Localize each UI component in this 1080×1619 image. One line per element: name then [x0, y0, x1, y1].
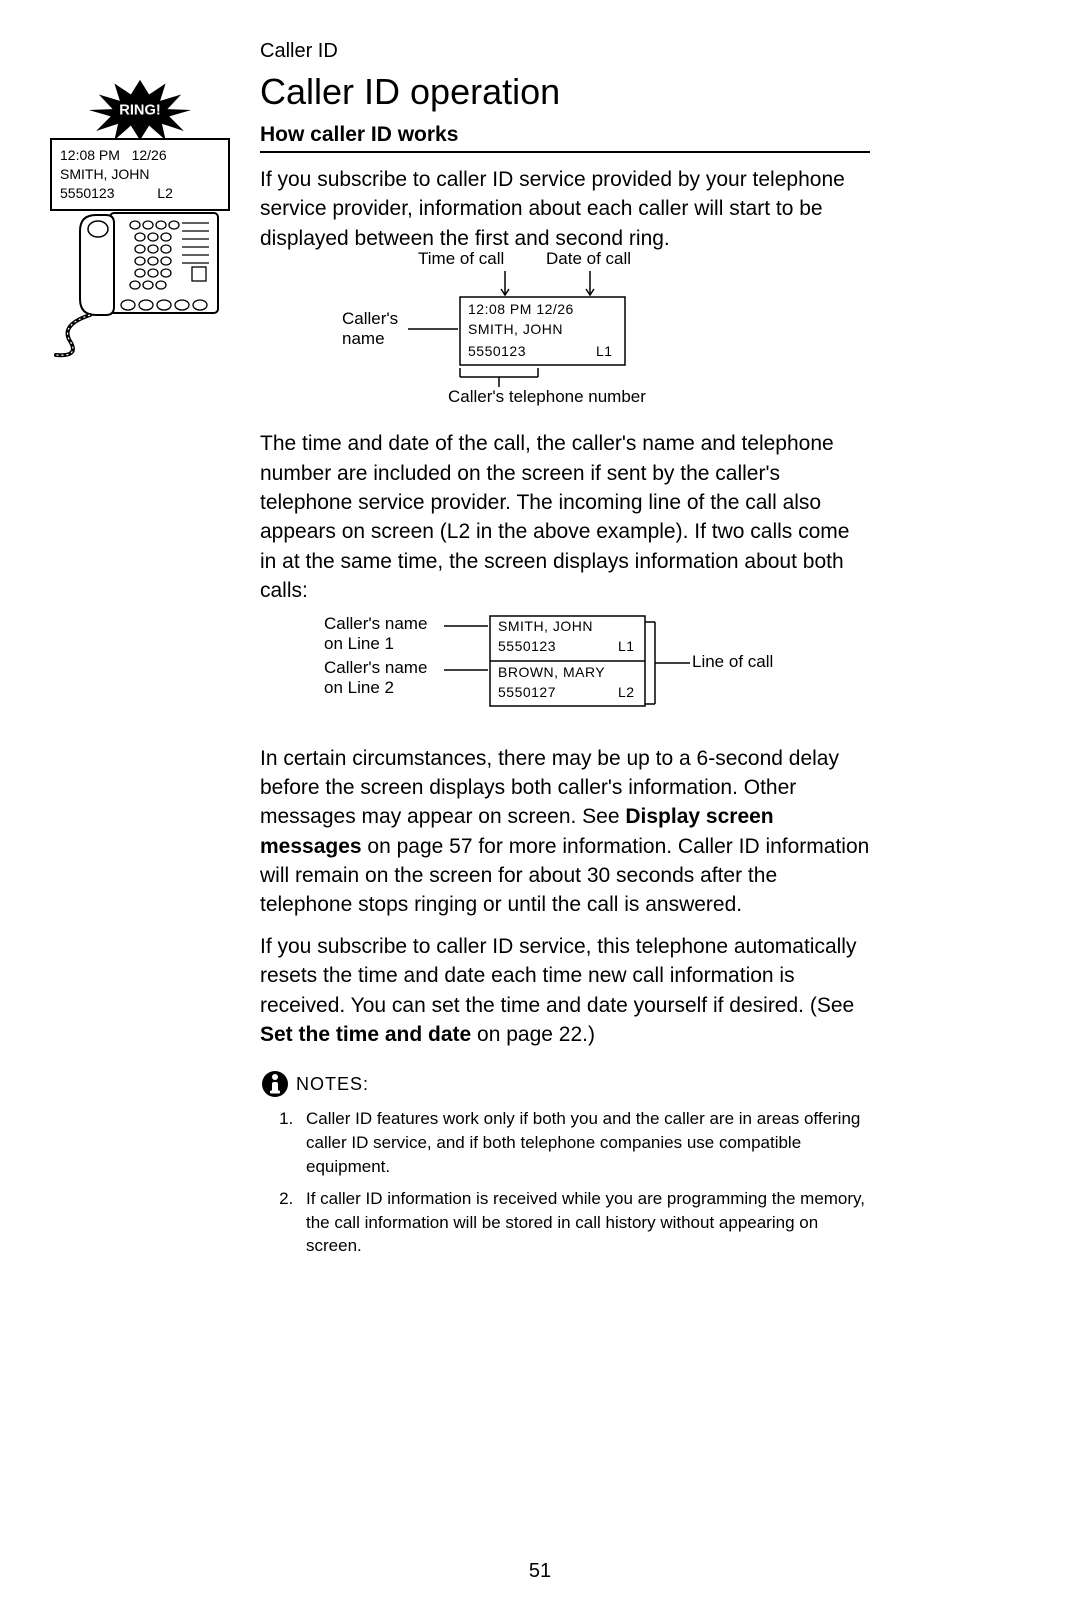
diag1-lcd-line1: 12:08 PM 12/26 [468, 301, 574, 317]
label-time-of-call: Time of call [418, 249, 504, 269]
section-header: Caller ID [260, 40, 870, 63]
notes-header: NOTES: [260, 1069, 870, 1099]
label-date-of-call: Date of call [546, 249, 631, 269]
paragraph-4: If you subscribe to caller ID service, t… [260, 932, 870, 1050]
display-line1: 12:08 PM 12/26 [60, 146, 220, 165]
ring-text: RING! [119, 103, 160, 119]
diag1-lcd-line3b: L1 [596, 343, 613, 359]
display-line3: 5550123 L2 [60, 184, 220, 203]
paragraph-2: The time and date of the call, the calle… [260, 429, 870, 605]
label-line-of-call: Line of call [692, 652, 773, 672]
diag2-l2num: 5550127 [498, 684, 556, 700]
label-callers-phone: Caller's telephone number [448, 387, 646, 407]
sidebar: RING! 12:08 PM 12/26 SMITH, JOHN 5550123… [50, 78, 230, 361]
diag2-l1line: L1 [618, 638, 635, 654]
subheading: How caller ID works [260, 123, 870, 147]
display-line2: SMITH, JOHN [60, 165, 220, 184]
label-name-l2: Caller's name [324, 658, 427, 678]
diag1-lcd-line2: SMITH, JOHN [468, 321, 563, 337]
diag2-l2name: BROWN, MARY [498, 664, 605, 680]
diag2-l1name: SMITH, JOHN [498, 618, 593, 634]
label-name-l1: Caller's name [324, 614, 427, 634]
label-callers-name2: name [342, 329, 385, 349]
phone-display: 12:08 PM 12/26 SMITH, JOHN 5550123 L2 [50, 138, 230, 211]
paragraph-1: If you subscribe to caller ID service pr… [260, 165, 870, 253]
paragraph-3: In certain circumstances, there may be u… [260, 744, 870, 920]
page-title: Caller ID operation [260, 71, 870, 113]
diag2-l2line: L2 [618, 684, 635, 700]
label-callers-name1: Caller's [342, 309, 398, 329]
diag1-lcd-line3a: 5550123 [468, 343, 526, 359]
note-2: If caller ID information is received whi… [298, 1187, 870, 1258]
phone-illustration [50, 211, 222, 361]
notes-title: NOTES: [296, 1074, 369, 1095]
ring-starburst: RING! [84, 78, 196, 142]
label-name-l1b: on Line 1 [324, 634, 394, 654]
note-1: Caller ID features work only if both you… [298, 1107, 870, 1178]
notes-list: Caller ID features work only if both you… [274, 1107, 870, 1258]
page-number: 51 [0, 1560, 1080, 1583]
diagram-two-calls: Caller's name on Line 1 Caller's name on… [260, 610, 870, 720]
diagram-caller-id-fields: Time of call Date of call Caller's name … [260, 249, 870, 419]
info-icon [260, 1069, 290, 1099]
label-name-l2b: on Line 2 [324, 678, 394, 698]
diag2-l1num: 5550123 [498, 638, 556, 654]
divider [260, 151, 870, 153]
